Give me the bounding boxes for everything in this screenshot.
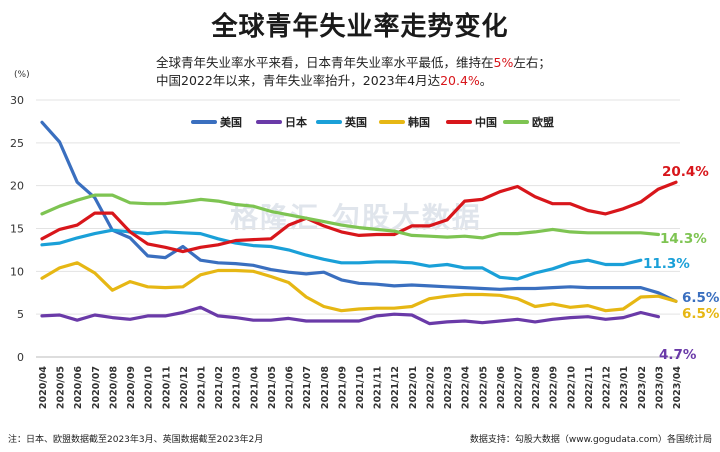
y-tick-label: 20 <box>10 180 24 193</box>
chart-title: 全球青年失业率走势变化 <box>211 12 509 42</box>
x-tick-label: 2021/02 <box>214 366 225 409</box>
footnote: 注：日本、欧盟数据截至2023年3月、英国数据截至2023年2月 <box>8 435 264 445</box>
subtitle-line-1-text: 全球青年失业率水平来看，日本青年失业率水平最低，维持在 <box>156 55 494 70</box>
legend-label: 美国 <box>220 115 242 129</box>
x-tick-label: 2023/04 <box>672 366 683 410</box>
x-tick-label: 2022/12 <box>602 366 613 409</box>
end-value-label: 6.5% <box>682 290 720 306</box>
y-tick-label: 30 <box>10 94 24 107</box>
legend-label: 日本 <box>285 115 307 129</box>
series-line-2 <box>40 228 643 281</box>
series-line-0 <box>40 120 678 303</box>
subtitle-line-2: 中国2022年以来，青年失业率抬升，2023年4月达20.4%。 <box>156 72 551 90</box>
legend-label: 英国 <box>344 115 367 129</box>
x-tick-label: 2022/04 <box>461 366 472 410</box>
legend-label: 欧盟 <box>532 115 554 129</box>
end-value-label: 14.3% <box>660 231 707 247</box>
y-tick-label: 0 <box>17 351 24 364</box>
y-tick-label: 25 <box>10 137 24 150</box>
x-tick-label: 2022/08 <box>531 366 542 410</box>
x-tick-label: 2021/01 <box>197 366 208 409</box>
end-value-label: 11.3% <box>643 256 690 272</box>
subtitle-line-2-text: 中国2022年以来，青年失业率抬升，2023年4月达 <box>156 73 441 88</box>
x-tick-label: 2022/10 <box>566 366 577 410</box>
x-tick-label: 2022/07 <box>514 366 525 409</box>
subtitle-line-1-highlight: 5% <box>493 55 514 70</box>
end-value-label: 4.7% <box>659 347 697 363</box>
x-tick-label: 2020/06 <box>73 366 84 410</box>
subtitle-line-2-end: 。 <box>479 73 493 88</box>
x-tick-label: 2021/11 <box>373 366 384 409</box>
x-tick-label: 2021/10 <box>355 366 366 410</box>
y-tick-label: 15 <box>10 223 24 236</box>
x-tick-label: 2023/02 <box>637 366 648 409</box>
legend-label: 中国 <box>475 115 497 129</box>
x-tick-label: 2020/07 <box>91 366 102 409</box>
end-value-label: 6.5% <box>682 306 720 322</box>
x-tick-label: 2022/05 <box>478 366 489 409</box>
x-tick-label: 2020/11 <box>161 366 172 409</box>
x-tick-label: 2022/06 <box>496 366 507 410</box>
x-tick-label: 2021/06 <box>285 366 296 410</box>
end-value-label: 20.4% <box>662 164 709 180</box>
x-tick-label: 2023/03 <box>654 366 665 409</box>
x-tick-label: 2021/07 <box>302 366 313 409</box>
subtitle-line-2-highlight: 20.4% <box>440 73 480 88</box>
subtitle-line-1: 全球青年失业率水平来看，日本青年失业率水平最低，维持在5%左右； <box>156 54 551 72</box>
x-tick-label: 2022/11 <box>584 366 595 409</box>
series-line-1 <box>40 305 660 326</box>
x-tick-label: 2021/03 <box>232 366 243 409</box>
x-tick-label: 2021/04 <box>249 366 260 410</box>
x-tick-label: 2021/08 <box>320 366 331 410</box>
chart-subtitle: 全球青年失业率水平来看，日本青年失业率水平最低，维持在5%左右； 中国2022年… <box>156 54 551 90</box>
x-tick-label: 2021/12 <box>390 366 401 409</box>
x-tick-label: 2022/09 <box>549 366 560 409</box>
x-tick-label: 2020/05 <box>56 366 67 409</box>
y-tick-label: 10 <box>10 265 24 278</box>
y-axis-unit: (%) <box>14 70 30 80</box>
x-tick-label: 2023/01 <box>619 366 630 409</box>
x-tick-label: 2020/09 <box>126 366 137 409</box>
y-tick-label: 5 <box>17 308 24 321</box>
x-tick-label: 2020/04 <box>38 366 49 410</box>
x-tick-label: 2022/01 <box>408 366 419 409</box>
x-tick-label: 2021/09 <box>337 366 348 409</box>
subtitle-line-1-end: 左右； <box>513 55 551 70</box>
x-tick-label: 2020/12 <box>179 366 190 409</box>
series-line-4 <box>40 180 678 254</box>
x-tick-label: 2021/05 <box>267 366 278 409</box>
x-tick-label: 2020/08 <box>108 366 119 410</box>
series-line-3 <box>40 261 678 313</box>
series-line-5 <box>40 193 660 240</box>
data-source: 数据支持：勾股大数据（www.gogudata.com）各国统计局 <box>469 435 712 445</box>
x-tick-label: 2020/10 <box>144 366 155 410</box>
x-tick-label: 2022/03 <box>443 366 454 409</box>
x-tick-label: 2022/02 <box>425 366 436 409</box>
legend-label: 韩国 <box>408 115 430 129</box>
